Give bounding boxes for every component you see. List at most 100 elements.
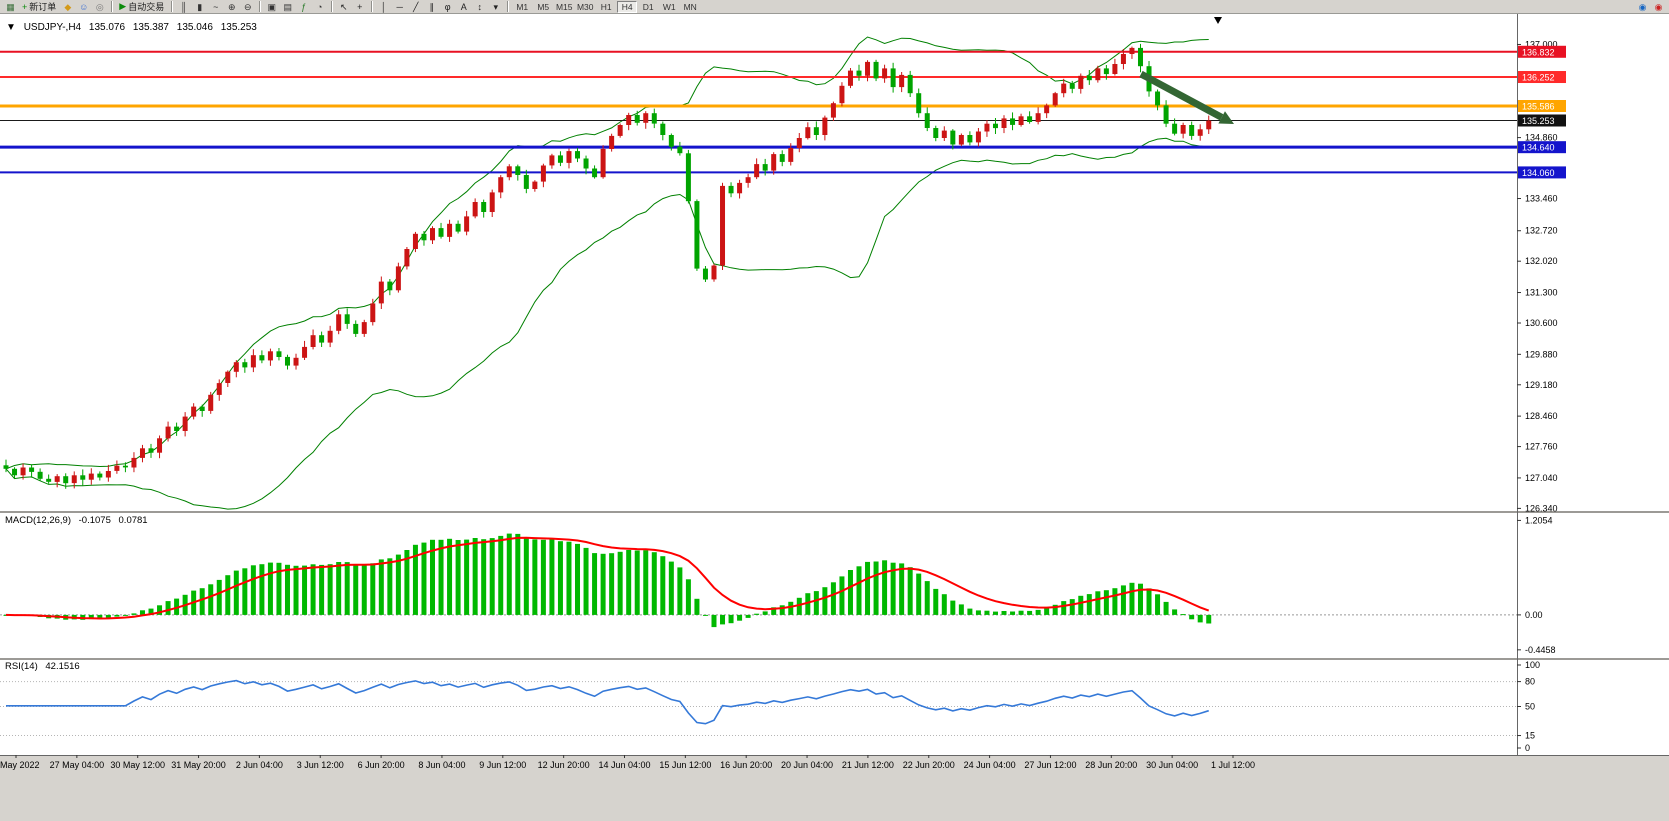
svg-text:9 Jun 12:00: 9 Jun 12:00 (479, 760, 526, 770)
svg-text:129.180: 129.180 (1525, 380, 1558, 390)
timeframe-m1-button[interactable]: M1 (516, 1, 529, 12)
crosshair-icon[interactable]: + (352, 1, 367, 13)
price-chart-svg[interactable]: 137.000 134.860 133.460 132.720 132.020 131.3… (0, 14, 1669, 821)
arrows-dropdown-icon[interactable]: ▾ (488, 1, 503, 13)
svg-text:-0.4458: -0.4458 (1525, 645, 1556, 655)
timeframe-mn-button[interactable]: MN (683, 1, 697, 12)
autotrade-button[interactable]: ▶ 自动交易 (116, 1, 167, 13)
chart-shift-marker-icon[interactable] (1214, 17, 1222, 24)
new-order-button[interactable]: + 新订单 (19, 1, 59, 13)
channel-icon-glyph: ∥ (429, 1, 434, 12)
svg-text:31 May 20:00: 31 May 20:00 (171, 760, 226, 770)
gold-icon-glyph: ◆ (64, 1, 72, 12)
accounts-icon-glyph: ☺ (79, 1, 89, 12)
timeframe-m15-button[interactable]: M15 (555, 1, 573, 12)
toolbar-separator (111, 1, 113, 12)
vertical-line-icon-glyph: │ (380, 1, 387, 12)
arrows-icon[interactable]: ↕ (472, 1, 487, 13)
periods-icon[interactable]: ◔ (312, 1, 327, 13)
svg-text:28 Jun 20:00: 28 Jun 20:00 (1085, 760, 1137, 770)
svg-text:5 May 2022: 5 May 2022 (0, 760, 40, 770)
signals-icon-glyph: ◎ (95, 1, 104, 12)
timeframe-d1-button[interactable]: D1 (642, 1, 654, 12)
svg-text:0: 0 (1525, 743, 1530, 753)
svg-text:12 Jun 20:00: 12 Jun 20:00 (538, 760, 590, 770)
timeframe-h4-button[interactable]: H4 (617, 0, 638, 13)
signals-icon[interactable]: ◎ (92, 1, 107, 13)
svg-text:30 May 12:00: 30 May 12:00 (110, 760, 165, 770)
trend-arrow[interactable] (1139, 70, 1234, 124)
svg-text:20 Jun 04:00: 20 Jun 04:00 (781, 760, 833, 770)
svg-text:0.00: 0.00 (1525, 610, 1543, 620)
line-chart-icon[interactable]: ~ (208, 1, 223, 13)
trendline-icon-glyph: ╱ (413, 1, 419, 12)
indicators-icon-glyph: ƒ (301, 1, 307, 12)
alert-icon[interactable]: ◉ (1651, 1, 1666, 13)
vertical-line-icon[interactable]: │ (376, 1, 391, 13)
arrows-dropdown-icon-glyph: ▾ (493, 1, 498, 12)
candlestick-icon[interactable]: ▮ (192, 1, 207, 13)
toolbar-separator (371, 1, 373, 12)
fibonacci-icon-glyph: φ (444, 1, 451, 12)
svg-text:129.880: 129.880 (1525, 349, 1558, 359)
zoom-in-icon-glyph: ⊕ (227, 1, 236, 12)
toolbar-separator (507, 1, 509, 12)
bar-chart-icon[interactable]: ║ (176, 1, 191, 13)
zoom-in-icon[interactable]: ⊕ (224, 1, 239, 13)
panel-separator[interactable] (0, 658, 1669, 660)
bar-chart-icon-glyph: ║ (180, 1, 187, 12)
chart-background (0, 14, 1669, 755)
new-chart-icon-glyph: ▦ (6, 1, 15, 12)
new-chart-icon[interactable]: ▦ (3, 1, 18, 13)
zoom-out-icon-glyph: ⊖ (243, 1, 252, 12)
svg-text:126.340: 126.340 (1525, 503, 1558, 513)
svg-text:15: 15 (1525, 731, 1535, 741)
templates-icon[interactable]: ▤ (280, 1, 295, 13)
text-icon[interactable]: A (456, 1, 471, 13)
svg-text:24 Jun 04:00: 24 Jun 04:00 (964, 760, 1016, 770)
tile-windows-icon[interactable]: ▣ (264, 1, 279, 13)
svg-text:136.832: 136.832 (1522, 47, 1555, 57)
accounts-icon[interactable]: ☺ (76, 1, 91, 13)
panel-separator[interactable] (0, 511, 1669, 513)
svg-text:134.060: 134.060 (1522, 168, 1555, 178)
new-order-glyph: + (22, 1, 28, 12)
svg-text:3 Jun 12:00: 3 Jun 12:00 (297, 760, 344, 770)
timeframe-h1-button[interactable]: H1 (600, 1, 612, 12)
crosshair-icon-glyph: + (357, 1, 363, 12)
trendline-icon[interactable]: ╱ (408, 1, 423, 13)
time-axis[interactable]: 5 May 2022 27 May 04:00 30 May 12:00 31 May… (0, 755, 1255, 770)
axis-strip (0, 755, 1669, 821)
autotrade-button-label: 自动交易 (128, 2, 165, 12)
toolbar-separator (171, 1, 173, 12)
toolbar-separator (259, 1, 261, 12)
cursor-icon[interactable]: ↖ (336, 1, 351, 13)
svg-text:127.760: 127.760 (1525, 442, 1558, 452)
svg-text:27 May 04:00: 27 May 04:00 (50, 760, 105, 770)
autotrade-glyph: ▶ (119, 1, 127, 11)
fibonacci-icon[interactable]: φ (440, 1, 455, 13)
svg-text:131.300: 131.300 (1525, 288, 1558, 298)
price-badges: 136.832 136.252 135.586 135.253 134.640 134.0… (1518, 45, 1566, 179)
horizontal-line-icon[interactable]: ─ (392, 1, 407, 13)
channel-icon[interactable]: ∥ (424, 1, 439, 13)
svg-text:30 Jun 04:00: 30 Jun 04:00 (1146, 760, 1198, 770)
cursor-icon-glyph: ↖ (339, 1, 348, 12)
svg-text:130.600: 130.600 (1525, 318, 1558, 328)
price-scale[interactable]: 137.000 134.860 133.460 132.720 132.020 131.3… (1517, 39, 1558, 513)
community-icon[interactable]: ◉ (1635, 1, 1650, 13)
zoom-out-icon[interactable]: ⊖ (240, 1, 255, 13)
indicators-icon[interactable]: ƒ (296, 1, 311, 13)
timeframe-m30-button[interactable]: M30 (576, 1, 594, 12)
alert-icon-glyph: ◉ (1654, 1, 1663, 12)
svg-text:136.252: 136.252 (1522, 73, 1555, 83)
toolbar: ▦ + 新订单 ◆ ☺ ◎ ▶ 自动交易 ║ ▮ ~ ⊕ ⊖ ▣ ▤ ƒ ◔ ↖ + │ ─ ╱ ∥ φ A ↕ ▾ M1 M5 M15 M… (0, 0, 1669, 14)
templates-icon-glyph: ▤ (283, 1, 292, 12)
svg-text:135.586: 135.586 (1522, 102, 1555, 112)
svg-text:2 Jun 04:00: 2 Jun 04:00 (236, 760, 283, 770)
gold-icon[interactable]: ◆ (60, 1, 75, 13)
svg-text:8 Jun 04:00: 8 Jun 04:00 (418, 760, 465, 770)
timeframe-w1-button[interactable]: W1 (662, 1, 676, 12)
svg-text:100: 100 (1525, 660, 1540, 670)
timeframe-m5-button[interactable]: M5 (537, 1, 550, 12)
